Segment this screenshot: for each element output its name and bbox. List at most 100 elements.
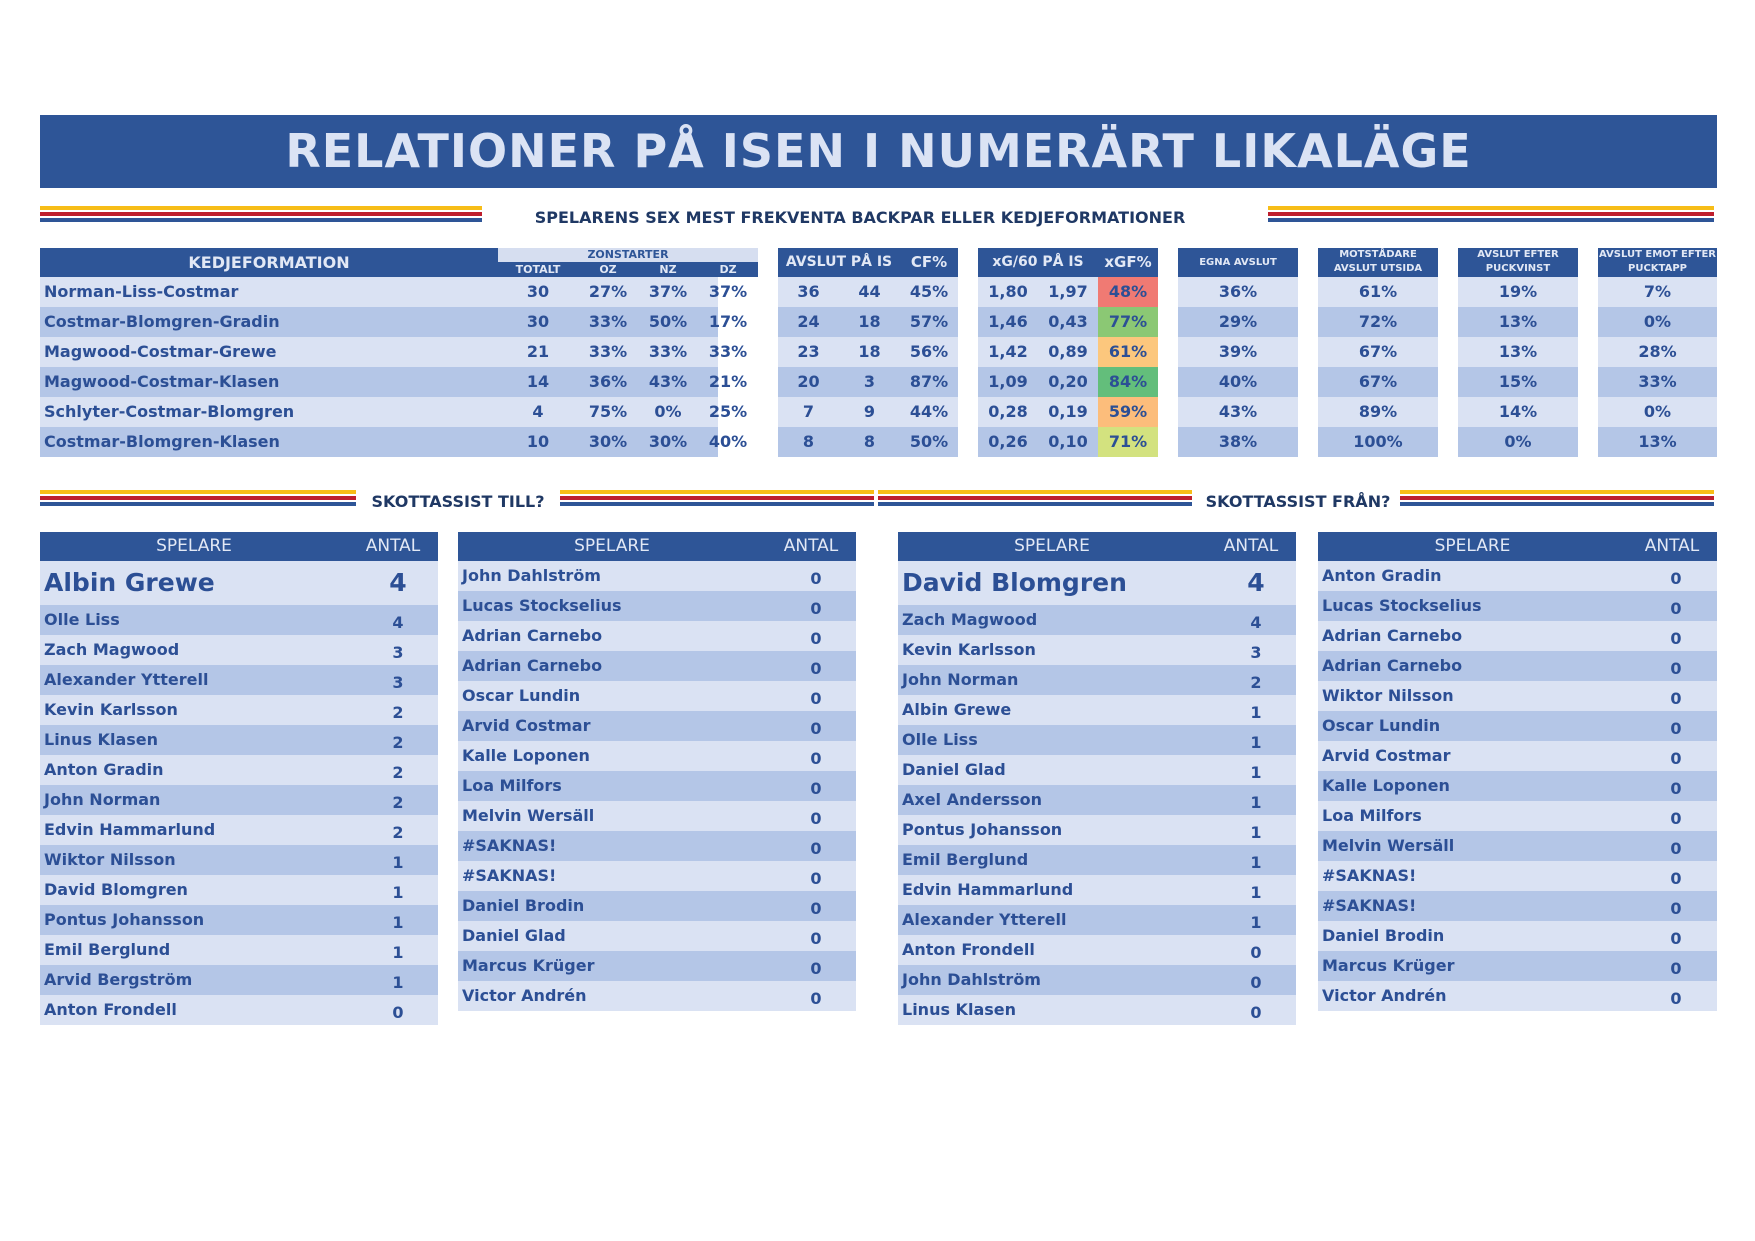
formation-cell-oz: 33% [588, 342, 628, 361]
formation-cell-vinst: 13% [1498, 312, 1538, 331]
player-name: Olle Liss [44, 610, 120, 629]
formation-row-bg [1598, 337, 1717, 367]
formation-cell-xgf60: 1,80 [988, 282, 1028, 301]
formation-cell-egna: 39% [1218, 342, 1258, 361]
player-count: 0 [1670, 899, 1682, 918]
formation-cell-dz: 37% [708, 282, 748, 301]
formation-row-bg [1178, 307, 1298, 337]
formation-cell-tapp: 28% [1638, 342, 1677, 361]
player-row: Wiktor Nilsson 1 [40, 845, 438, 875]
formation-row-bg [40, 337, 718, 367]
formation-cell-vinst: 19% [1498, 282, 1538, 301]
player-row: #SAKNAS! 0 [1318, 891, 1717, 921]
player-row: Daniel Glad 0 [458, 921, 856, 951]
formation-row-bg [778, 367, 958, 397]
formation-row-bg [778, 277, 958, 307]
player-name: Arvid Bergström [44, 970, 193, 989]
player-count: 1 [1250, 823, 1262, 842]
formation-cell-motst: 61% [1358, 282, 1398, 301]
formation-cell-tapp: 0% [1643, 402, 1672, 421]
player-count: 0 [810, 779, 822, 798]
player-count: 0 [810, 929, 822, 948]
player-row: Arvid Bergström 1 [40, 965, 438, 995]
player-count: 2 [392, 703, 404, 722]
player-count: 1 [1250, 703, 1262, 722]
player-name: John Dahlström [462, 566, 601, 585]
player-count: 1 [1250, 763, 1262, 782]
player-name: Anton Gradin [44, 760, 164, 779]
formation-name: Costmar-Blomgren-Gradin [44, 312, 280, 331]
formation-name: Schlyter-Costmar-Blomgren [44, 402, 295, 421]
player-count: 1 [1250, 853, 1262, 872]
player-row: Zach Magwood 3 [40, 635, 438, 665]
formation-cell-totalt: 10 [526, 432, 550, 451]
player-name: Marcus Krüger [1322, 956, 1455, 975]
formation-cell-aa: 44 [858, 282, 881, 301]
player-count: 2 [392, 823, 404, 842]
player-row: Lucas Stockselius 0 [1318, 591, 1717, 621]
player-row: Emil Berglund 1 [898, 845, 1296, 875]
header-spelare: SPELARE [40, 532, 348, 561]
formation-cell-nz: 0% [654, 402, 682, 421]
player-row: Daniel Glad 1 [898, 755, 1296, 785]
player-count: 0 [1670, 779, 1682, 798]
player-row: Melvin Wersäll 0 [458, 801, 856, 831]
player-name: Kevin Karlsson [902, 640, 1036, 659]
player-name: Anton Gradin [1322, 566, 1442, 585]
player-count: 0 [810, 899, 822, 918]
formation-row-bg [1598, 367, 1717, 397]
player-count: 0 [1670, 749, 1682, 768]
player-count: 4 [389, 568, 407, 597]
decorative-stripes [1400, 490, 1714, 512]
formation-name: Magwood-Costmar-Grewe [44, 342, 277, 361]
formation-cell-xga60: 1,97 [1048, 282, 1088, 301]
formation-cell-nz: 33% [648, 342, 688, 361]
player-name: Arvid Costmar [1322, 746, 1451, 765]
player-name: Lucas Stockselius [462, 596, 622, 615]
formation-row-bg [1598, 277, 1717, 307]
formation-row-bg [1458, 367, 1578, 397]
formation-cell-xgf: 48% [1098, 277, 1158, 307]
player-row: Pontus Johansson 1 [898, 815, 1296, 845]
player-count: 0 [1670, 719, 1682, 738]
player-name: Marcus Krüger [462, 956, 595, 975]
player-count: 1 [1250, 913, 1262, 932]
header-avslut: AVSLUT PÅ IS [778, 248, 900, 277]
player-name: Edvin Hammarlund [902, 880, 1074, 899]
player-count: 0 [1250, 1003, 1262, 1022]
player-count: 0 [810, 749, 822, 768]
player-name: Linus Klasen [44, 730, 158, 749]
player-name: Melvin Wersäll [462, 806, 595, 825]
formation-cell-af: 8 [802, 432, 815, 451]
player-name: #SAKNAS! [462, 836, 557, 855]
player-name: Daniel Glad [902, 760, 1006, 779]
header-nz: NZ [659, 263, 677, 276]
player-count: 0 [1670, 599, 1682, 618]
player-name: Victor Andrén [462, 986, 587, 1005]
player-row: Kevin Karlsson 2 [40, 695, 438, 725]
player-row: Olle Liss 4 [40, 605, 438, 635]
formation-cell-af: 7 [802, 402, 815, 421]
formation-cell-aa: 3 [863, 372, 876, 391]
player-name: Daniel Brodin [462, 896, 585, 915]
formation-cell-nz: 37% [648, 282, 688, 301]
player-count: 1 [1250, 733, 1262, 752]
header-spelare: SPELARE [1318, 532, 1627, 561]
player-count: 2 [392, 763, 404, 782]
header-egna: EGNA AVSLUT INSIDA [1178, 248, 1298, 277]
formation-cell-oz: 33% [588, 312, 628, 331]
formation-cell-dz: 40% [708, 432, 748, 451]
player-row: Anton Frondell 0 [898, 935, 1296, 965]
header-xg60: xG/60 PÅ IS [978, 248, 1098, 277]
player-name: Edvin Hammarlund [44, 820, 216, 839]
formation-row-bg [1458, 397, 1578, 427]
player-name: #SAKNAS! [1322, 866, 1417, 885]
player-row: Melvin Wersäll 0 [1318, 831, 1717, 861]
player-row: Oscar Lundin 0 [1318, 711, 1717, 741]
player-row: #SAKNAS! 0 [458, 861, 856, 891]
formation-row-bg [1318, 307, 1438, 337]
player-count: 1 [1250, 883, 1262, 902]
player-count: 0 [810, 689, 822, 708]
player-row: #SAKNAS! 0 [1318, 861, 1717, 891]
player-count: 2 [1250, 673, 1262, 692]
